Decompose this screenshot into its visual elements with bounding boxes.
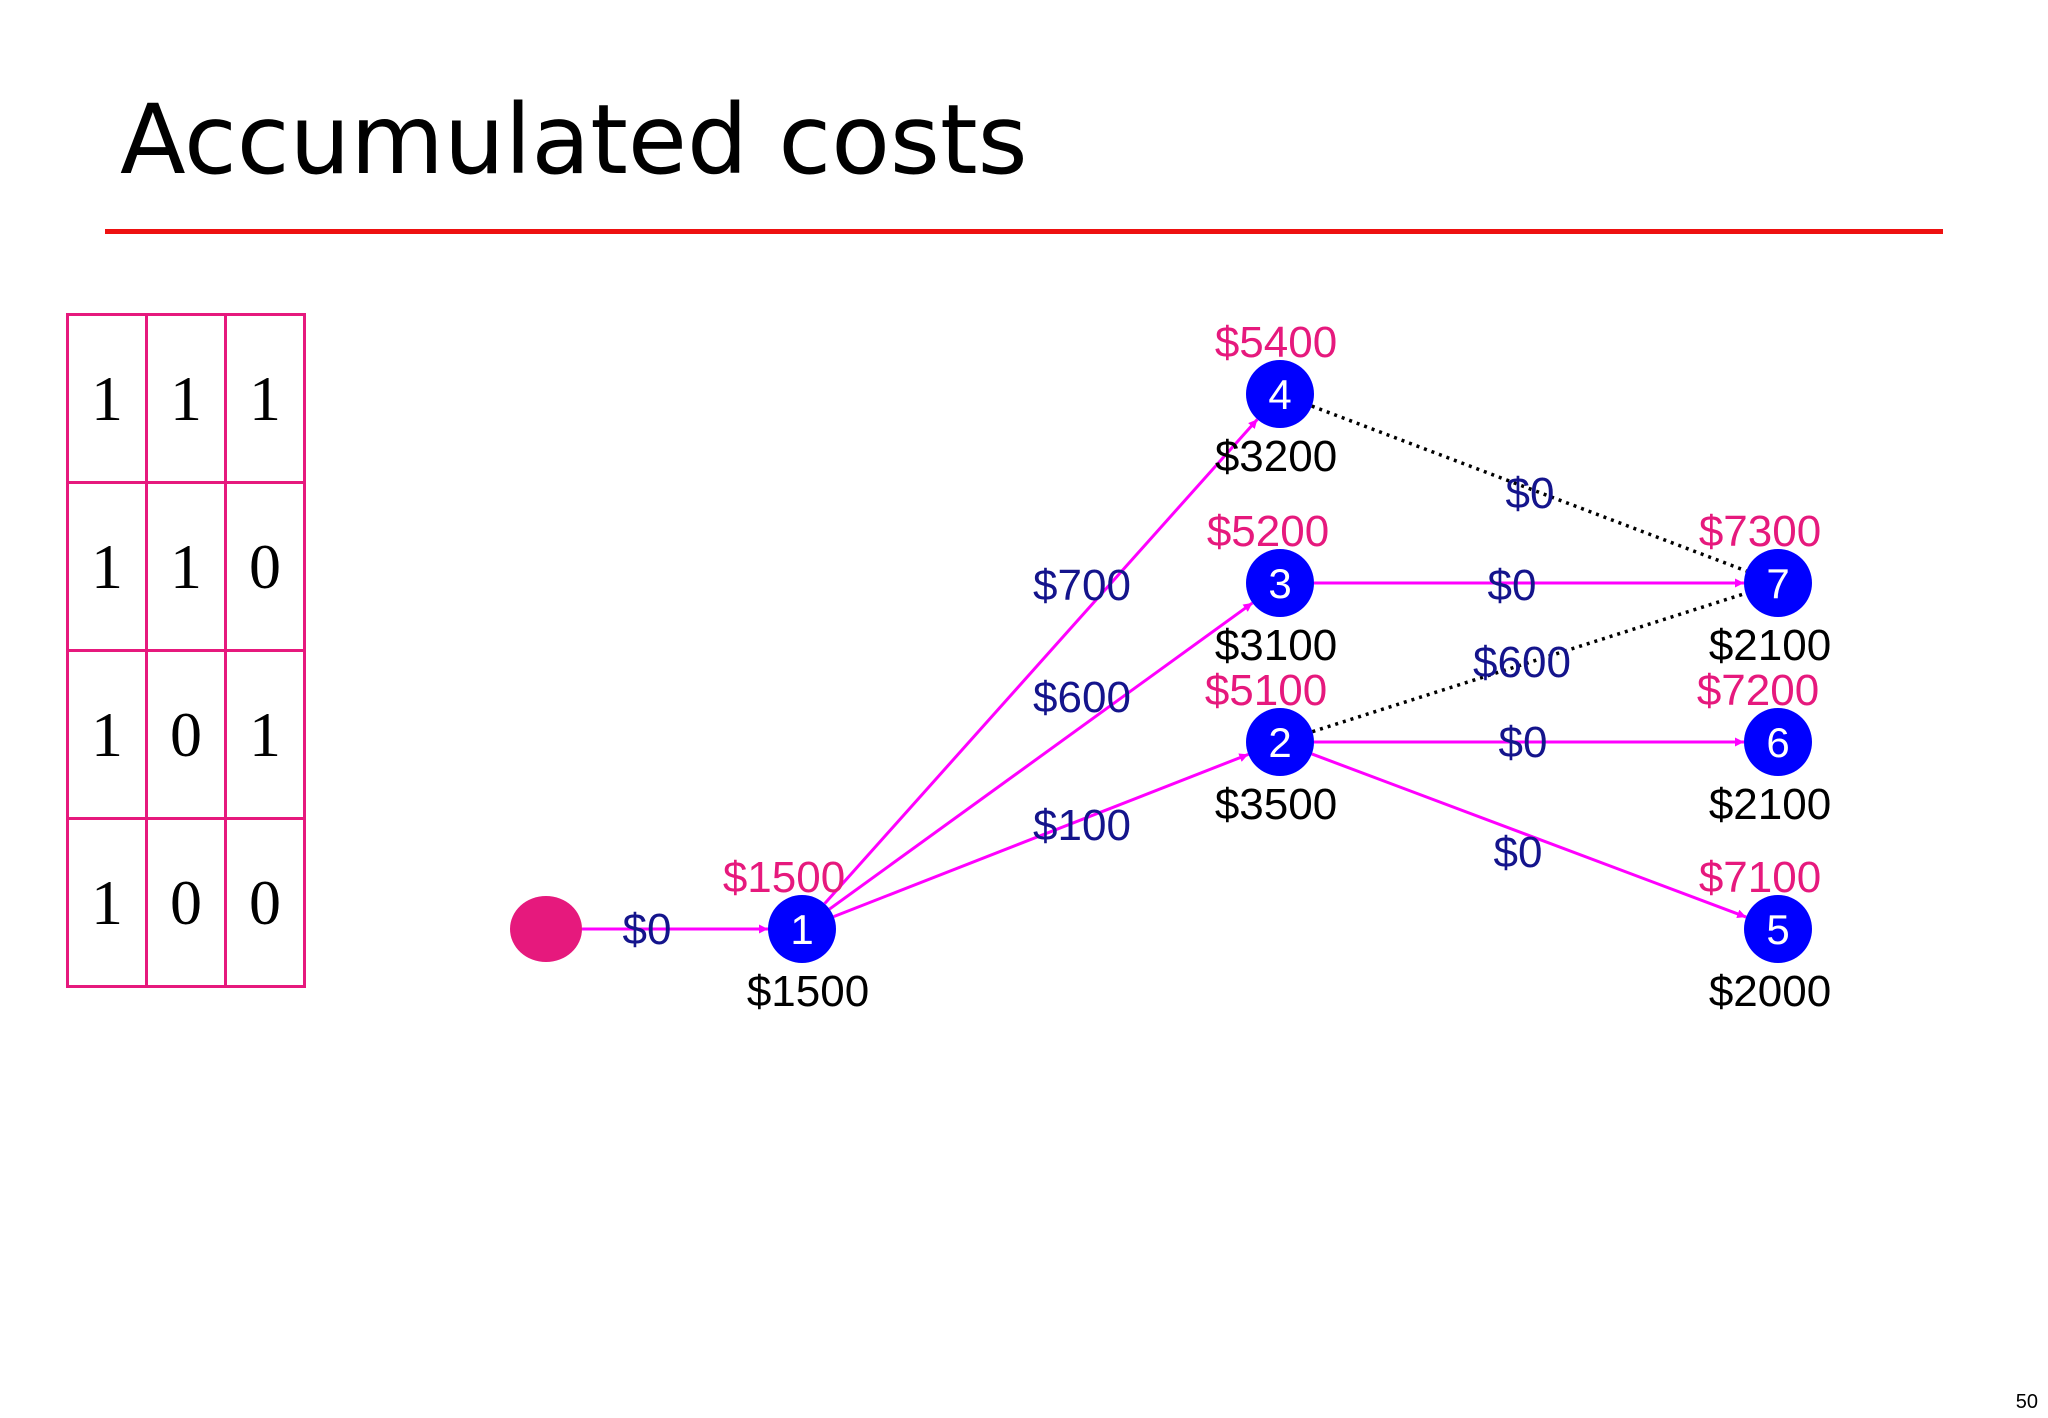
node-accumulated-cost: $7100 (1699, 853, 1821, 902)
page-number: 50 (2015, 1391, 2038, 1413)
edge-cost-label: $600 (1033, 673, 1131, 722)
edge-1-4 (823, 418, 1259, 905)
edge-1-2 (833, 752, 1249, 919)
matrix-cell: 1 (224, 649, 306, 820)
edge-cost-label: $0 (1506, 469, 1555, 518)
matrix-row: 1 0 0 (66, 817, 306, 988)
node-cost: $2100 (1709, 780, 1831, 829)
matrix-cell: 0 (145, 817, 227, 988)
node-id-label: 7 (1766, 560, 1789, 607)
node-cost: $3200 (1215, 432, 1337, 481)
matrix-row: 1 1 1 (66, 313, 306, 484)
matrix-cell: 1 (66, 649, 148, 820)
node-cost: $3100 (1215, 621, 1337, 670)
node-accumulated-cost: $7200 (1697, 666, 1819, 715)
matrix-cell: 1 (66, 817, 148, 988)
node-2 (1246, 708, 1314, 776)
node-cost: $1500 (747, 967, 869, 1016)
edge-cost-label: $600 (1473, 638, 1571, 687)
edge-2-7 (1311, 591, 1747, 734)
node-7 (1744, 549, 1812, 617)
matrix-cell: 1 (145, 481, 227, 652)
node-accumulated-cost: $1500 (723, 853, 845, 902)
matrix-cell: 0 (145, 649, 227, 820)
node-id-label: 2 (1268, 719, 1291, 766)
edge-2-5 (1311, 752, 1747, 919)
node-accumulated-cost: $5400 (1215, 318, 1337, 367)
matrix-row: 1 1 0 (66, 481, 306, 652)
node-4 (1246, 360, 1314, 428)
matrix-row: 1 0 1 (66, 649, 306, 820)
node-id-label: 5 (1766, 906, 1789, 953)
labels-layer: $0$100$600$700$0$0$0$0$6001$1500$15002$5… (623, 318, 1832, 1016)
node-accumulated-cost: $5200 (1207, 507, 1329, 556)
matrix-cell: 1 (224, 313, 306, 484)
nodes-layer (510, 360, 1812, 963)
node-3 (1246, 549, 1314, 617)
slide-title: Accumulated costs (120, 84, 1028, 196)
matrix-cell: 1 (66, 481, 148, 652)
node-accumulated-cost: $7300 (1699, 507, 1821, 556)
binary-matrix: 1 1 1 1 1 0 1 0 1 1 0 0 (66, 313, 306, 988)
title-underline (105, 229, 1943, 234)
node-6 (1744, 708, 1812, 776)
matrix-cell: 0 (224, 817, 306, 988)
node-id-label: 1 (790, 906, 813, 953)
matrix-cell: 1 (66, 313, 148, 484)
node-cost: $2000 (1709, 967, 1831, 1016)
matrix-cell: 0 (224, 481, 306, 652)
edge-4-7 (1311, 404, 1747, 573)
edge-cost-label: $0 (1494, 828, 1543, 877)
edge-cost-label: $0 (623, 905, 672, 954)
node-id-label: 4 (1268, 371, 1291, 418)
matrix-cell: 1 (145, 313, 227, 484)
node-1 (768, 895, 836, 963)
edge-cost-label: $0 (1488, 561, 1537, 610)
node-cost: $3500 (1215, 780, 1337, 829)
node-accumulated-cost: $5100 (1205, 666, 1327, 715)
node-id-label: 6 (1766, 719, 1789, 766)
edge-cost-label: $700 (1033, 561, 1131, 610)
edges-layer (582, 404, 1747, 934)
node-5 (1744, 895, 1812, 963)
edge-cost-label: $100 (1033, 801, 1131, 850)
edge-cost-label: $0 (1499, 718, 1548, 767)
node-id-label: 3 (1268, 560, 1291, 607)
node-cost: $2100 (1709, 621, 1831, 670)
edge-1-3 (828, 601, 1254, 911)
start-node (510, 896, 582, 962)
